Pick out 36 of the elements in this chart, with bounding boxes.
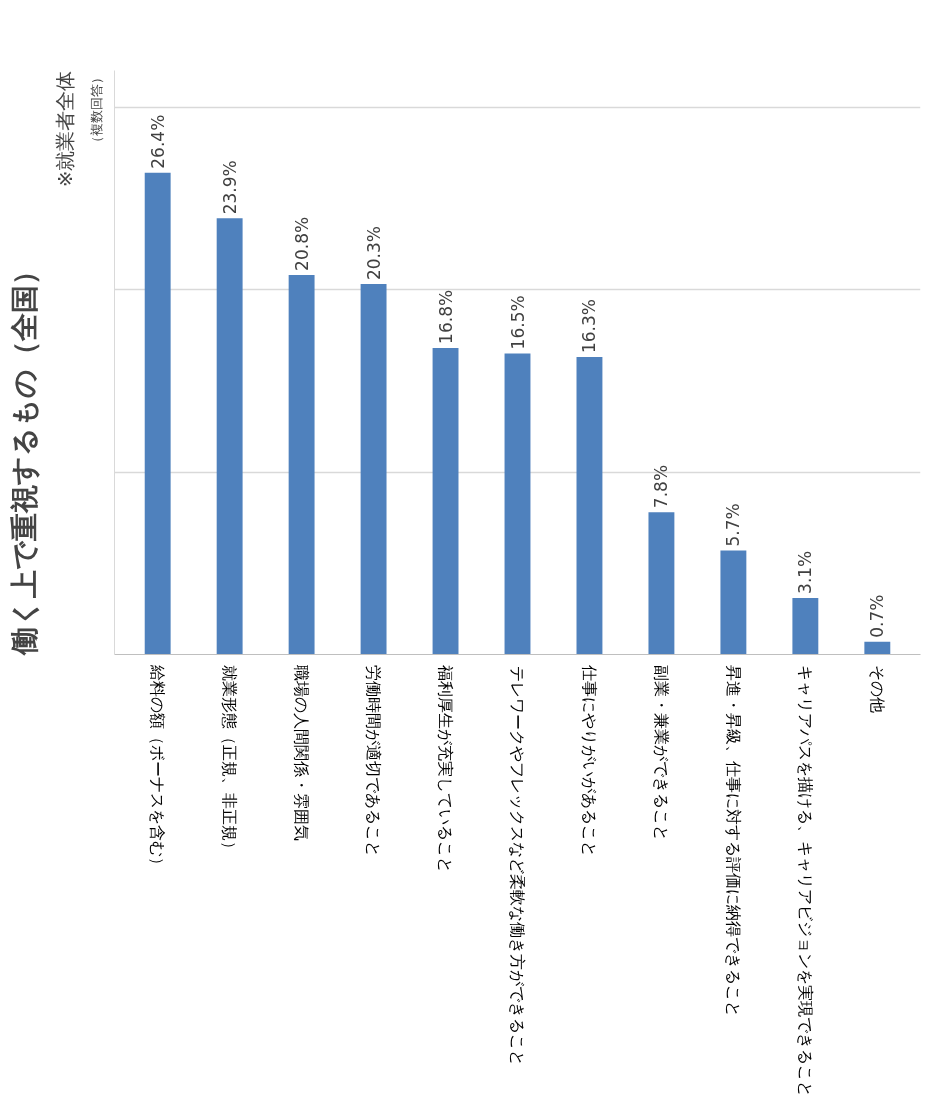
data-label: 16.8% xyxy=(435,289,456,344)
data-label: 0.7% xyxy=(867,594,888,638)
bar xyxy=(792,597,819,655)
x-tick-label: 給料の額（ボーナスを含む） xyxy=(148,664,168,874)
bar xyxy=(648,512,675,655)
bar xyxy=(864,641,891,655)
data-label: 26.4% xyxy=(147,114,168,169)
bar xyxy=(576,357,603,655)
text: ※就業者全体 xyxy=(52,70,77,188)
x-tick-label: 就業形態（正規、非正規） xyxy=(220,665,240,858)
data-label: 5.7% xyxy=(723,503,744,547)
x-tick-label: 副業・兼業ができること xyxy=(651,665,671,842)
bar xyxy=(216,218,243,655)
x-tick-label: 労働時間が適切であること xyxy=(364,665,384,858)
x-tick-label: その他 xyxy=(867,665,887,714)
text: （複数回答） xyxy=(88,70,104,149)
bar xyxy=(288,274,315,655)
data-label: 20.3% xyxy=(363,226,384,281)
data-label: 16.3% xyxy=(579,299,600,354)
bar xyxy=(144,172,171,655)
bar xyxy=(432,347,459,655)
x-tick-label: テレワークやフレックスなど柔軟な働き方ができること xyxy=(508,665,527,1066)
bar xyxy=(360,284,387,655)
x-tick-label: 仕事にやりがいがあること xyxy=(579,664,599,858)
data-label: 23.9% xyxy=(219,160,240,215)
bar xyxy=(720,550,747,655)
x-tick-label: キャリアパスを描ける、キャリアビジョンを実現できること xyxy=(795,665,815,1098)
data-label: 3.1% xyxy=(795,550,816,594)
bar xyxy=(504,353,531,655)
text: 働く上で重視するもの（全国） xyxy=(7,256,41,656)
x-tick-label: 昇進・昇級、仕事に対する評価に納得できること xyxy=(723,665,743,1018)
data-label: 16.5% xyxy=(507,295,528,350)
x-tick-label: 職場の人間関係・雰囲気 xyxy=(292,665,312,842)
x-tick-label: 福利厚生が充実していること xyxy=(436,665,456,874)
data-label: 7.8% xyxy=(651,464,672,509)
data-label: 20.8% xyxy=(291,216,312,271)
